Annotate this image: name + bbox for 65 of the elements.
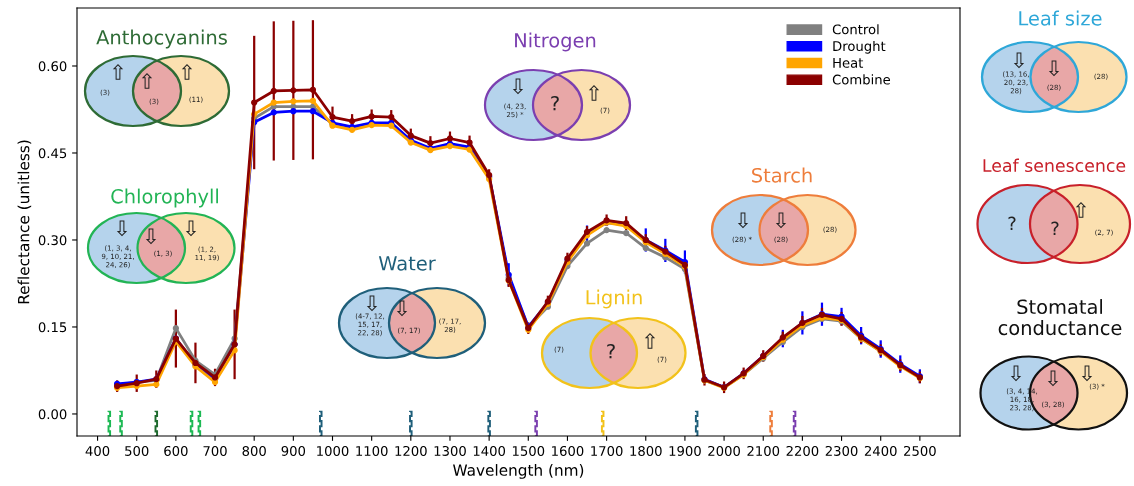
legend-label: Drought [833, 40, 886, 54]
annotation: ? [607, 343, 615, 359]
y-tick-label: 0.30 [38, 235, 67, 246]
x-tick-label: 1900 [669, 445, 701, 456]
x-tick-label: 1000 [317, 445, 349, 456]
annotation: ⇩ [185, 220, 197, 237]
annotation: ⇧ [112, 64, 124, 80]
y-axis-title: Reflectance (unitless) [17, 140, 32, 304]
annotation: ⇧ [181, 64, 193, 80]
text: Stomatal conductance [998, 299, 1122, 336]
x-tick-label: 800 [242, 445, 266, 456]
annotation: Chlorophyll [111, 188, 218, 208]
x-tick-label: 1500 [512, 445, 545, 456]
y-tick-label: 0.00 [38, 409, 67, 420]
x-tick-label: 500 [125, 445, 149, 456]
annotation: ⇩ [737, 212, 749, 229]
text: ⇧ [1075, 202, 1087, 218]
x-tick-label: 1400 [473, 445, 506, 456]
text: Leaf size [1019, 10, 1102, 26]
x-tick-label: 1300 [434, 445, 466, 456]
x-tick-label: 2300 [825, 445, 858, 456]
text: ⇩ [1013, 52, 1025, 69]
annotation: ⇧ [644, 333, 656, 349]
x-tick-label: 700 [203, 445, 227, 456]
annotation: Lignin [586, 289, 642, 309]
annotation: Nitrogen [515, 32, 596, 52]
y-tick-label: 0.45 [38, 148, 67, 159]
annotation: ⇧ [588, 85, 600, 101]
y-tick-label: 0.60 [38, 61, 67, 72]
x-tick-label: 600 [164, 445, 188, 456]
annotation: ⇩ [512, 78, 524, 95]
text: ⇩ [1010, 365, 1022, 382]
x-tick-label: 900 [281, 445, 306, 456]
y-tick-label: 0.15 [38, 322, 67, 333]
text: ? [1008, 216, 1016, 230]
annotation: ⇩ [116, 220, 128, 237]
annotation: ⇩ [145, 228, 157, 245]
annotation: ⇧ [141, 73, 153, 89]
x-tick-label: 1600 [552, 445, 584, 456]
annotation: ⇩ [396, 300, 408, 317]
x-tick-label: 1100 [356, 445, 388, 456]
annotation: Water [378, 256, 436, 271]
x-tick-label: 1200 [395, 445, 427, 456]
text: ⇩ [1081, 365, 1093, 382]
text: ⇩ [1048, 60, 1060, 77]
legend-label: Control [832, 24, 879, 35]
x-tick-label: 2500 [904, 445, 936, 456]
x-tick-label: 1700 [591, 445, 623, 456]
text: ? [1051, 221, 1059, 235]
text: Leaf senescence [983, 158, 1126, 173]
x-tick-label: 2400 [864, 445, 897, 456]
x-tick-label: 2100 [747, 445, 780, 456]
annotation: ⇩ [366, 295, 378, 312]
legend-label: Heat [833, 58, 864, 68]
annotation: ⇩ [775, 212, 787, 229]
text: ⇩ [1047, 370, 1059, 387]
x-tick-label: 2000 [708, 445, 740, 456]
x-axis-title: Wavelength (nm) [453, 464, 584, 479]
x-tick-label: 400 [85, 445, 110, 456]
annotation: ? [551, 95, 559, 111]
x-tick-label: 2200 [786, 445, 819, 456]
x-tick-label: 1800 [630, 445, 662, 456]
annotation: Anthocyanins [96, 29, 227, 49]
legend-label: Combine [832, 74, 891, 85]
annotation: Starch [752, 167, 812, 183]
